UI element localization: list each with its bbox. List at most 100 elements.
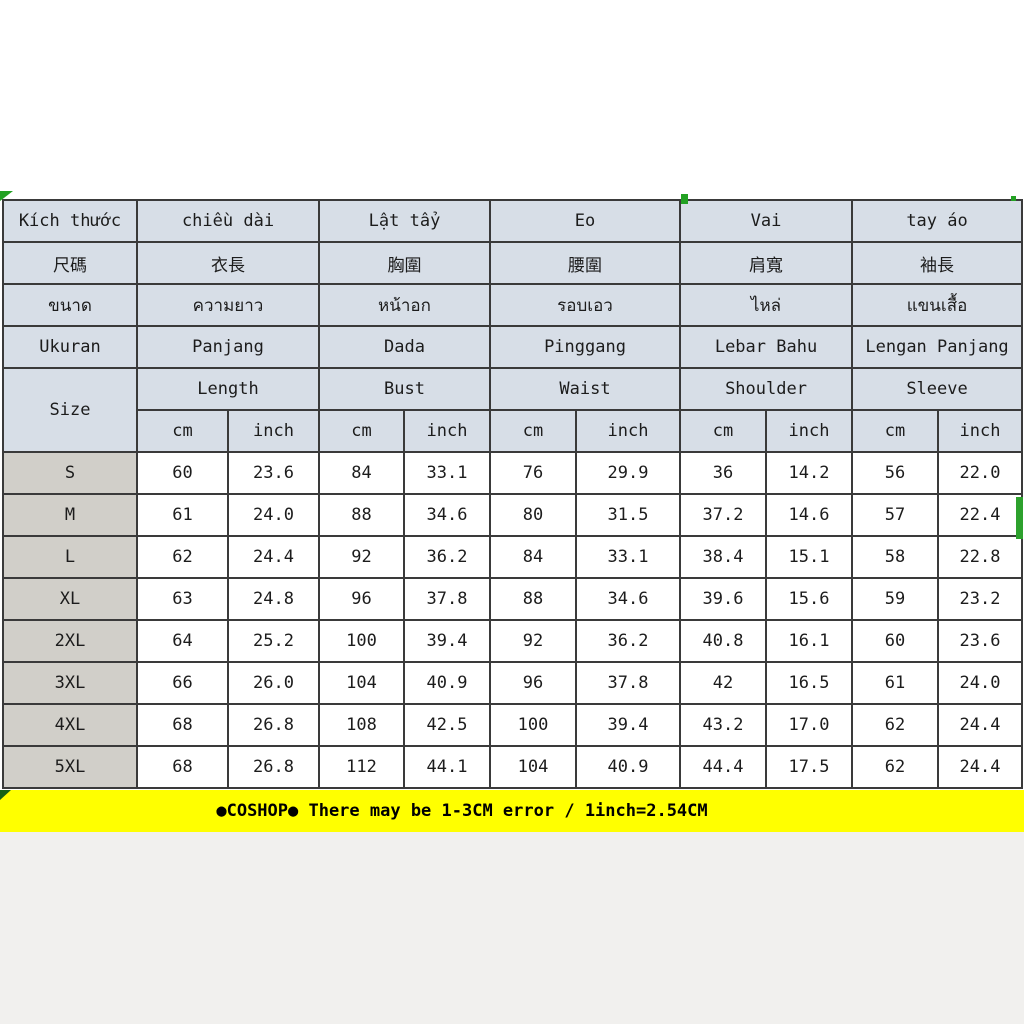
value-cell: 23.6 bbox=[937, 619, 1024, 663]
header-cell: Lengan Panjang bbox=[851, 325, 1024, 369]
value-cell: 40.9 bbox=[574, 745, 682, 789]
header-cell: 袖長 bbox=[851, 241, 1024, 285]
value-cell: 37.8 bbox=[403, 577, 491, 621]
value-cell: 14.6 bbox=[765, 493, 854, 537]
value-cell: 68 bbox=[136, 703, 229, 747]
value-cell: 34.6 bbox=[574, 577, 682, 621]
value-cell: 25.2 bbox=[227, 619, 320, 663]
value-cell: 39.6 bbox=[679, 577, 768, 621]
table-row: 4XL 68 26.8 108 42.5 100 39.4 43.2 17.0 62 24.4 bbox=[2, 703, 1024, 747]
header-row-indonesian: Ukuran Panjang Dada Pinggang Lebar Bahu … bbox=[2, 325, 1024, 369]
value-cell: 92 bbox=[489, 619, 577, 663]
value-cell: 39.4 bbox=[574, 703, 682, 747]
value-cell: 37.2 bbox=[679, 493, 768, 537]
value-cell: 76 bbox=[489, 451, 577, 495]
value-cell: 40.9 bbox=[403, 661, 491, 705]
unit-cell: inch bbox=[227, 409, 320, 453]
value-cell: 23.2 bbox=[937, 577, 1024, 621]
header-cell: ความยาว bbox=[136, 283, 320, 327]
value-cell: 38.4 bbox=[679, 535, 768, 579]
value-cell: 59 bbox=[851, 577, 940, 621]
value-cell: 16.5 bbox=[765, 661, 854, 705]
table-row: 3XL 66 26.0 104 40.9 96 37.8 42 16.5 61 24.0 bbox=[2, 661, 1024, 705]
value-cell: 24.4 bbox=[937, 703, 1024, 747]
table-row: L 62 24.4 92 36.2 84 33.1 38.4 15.1 58 22.8 bbox=[2, 535, 1024, 579]
value-cell: 96 bbox=[489, 661, 577, 705]
header-cell: 腰圍 bbox=[488, 241, 682, 285]
unit-cell: cm bbox=[318, 409, 405, 453]
header-row-thai: ขนาด ความยาว หน้าอก รอบเอว ไหล่ แขนเสื้อ bbox=[2, 283, 1024, 327]
value-cell: 88 bbox=[489, 577, 577, 621]
header-cell: 胸圍 bbox=[318, 241, 491, 285]
header-cell: Kích thước bbox=[2, 199, 138, 243]
header-cell: 尺碼 bbox=[2, 241, 138, 285]
size-cell: S bbox=[2, 451, 138, 495]
size-cell: XL bbox=[2, 577, 138, 621]
value-cell: 24.0 bbox=[227, 493, 320, 537]
size-cell: 4XL bbox=[2, 703, 138, 747]
value-cell: 61 bbox=[851, 661, 940, 705]
value-cell: 104 bbox=[489, 745, 577, 789]
size-table-body: S 60 23.6 84 33.1 76 29.9 36 14.2 56 22.0 M 61 24.0 88… bbox=[2, 451, 1024, 789]
green-top-right-marker-icon bbox=[1011, 196, 1016, 201]
value-cell: 64 bbox=[136, 619, 229, 663]
value-cell: 44.1 bbox=[403, 745, 491, 789]
value-cell: 100 bbox=[318, 619, 405, 663]
header-cell: Waist bbox=[488, 367, 682, 411]
value-cell: 60 bbox=[136, 451, 229, 495]
value-cell: 22.8 bbox=[937, 535, 1024, 579]
value-cell: 26.8 bbox=[227, 703, 320, 747]
value-cell: 24.4 bbox=[937, 745, 1024, 789]
value-cell: 23.6 bbox=[227, 451, 320, 495]
unit-cell: cm bbox=[851, 409, 940, 453]
header-cell: Vai bbox=[679, 199, 854, 243]
table-row: M 61 24.0 88 34.6 80 31.5 37.2 14.6 57 22.4 bbox=[2, 493, 1024, 537]
value-cell: 33.1 bbox=[403, 451, 491, 495]
table-row: XL 63 24.8 96 37.8 88 34.6 39.6 15.6 59 23.2 bbox=[2, 577, 1024, 621]
header-cell: แขนเสื้อ bbox=[851, 283, 1024, 327]
footer-note: ●COSHOP● There may be 1-3CM error / 1inc… bbox=[216, 801, 708, 821]
unit-row: cm inch cm inch cm inch cm inch cm inch bbox=[3, 409, 1024, 453]
bottom-background bbox=[0, 832, 1024, 1024]
value-cell: 57 bbox=[851, 493, 940, 537]
value-cell: 34.6 bbox=[403, 493, 491, 537]
size-header-cell: Size bbox=[2, 367, 138, 453]
table-row: S 60 23.6 84 33.1 76 29.9 36 14.2 56 22.0 bbox=[2, 451, 1024, 495]
header-cell: 肩寬 bbox=[679, 241, 854, 285]
value-cell: 62 bbox=[136, 535, 229, 579]
value-cell: 24.0 bbox=[937, 661, 1024, 705]
unit-cell: inch bbox=[574, 409, 682, 453]
table-row: 2XL 64 25.2 100 39.4 92 36.2 40.8 16.1 60 23.6 bbox=[2, 619, 1024, 663]
value-cell: 104 bbox=[318, 661, 405, 705]
header-row-english: Size Length Bust Waist Shoulder Sleeve bbox=[2, 367, 1024, 453]
value-cell: 112 bbox=[318, 745, 405, 789]
unit-cell: inch bbox=[403, 409, 491, 453]
value-cell: 61 bbox=[136, 493, 229, 537]
value-cell: 44.4 bbox=[679, 745, 768, 789]
value-cell: 92 bbox=[318, 535, 405, 579]
table-row: 5XL 68 26.8 112 44.1 104 40.9 44.4 17.5 62 24.4 bbox=[2, 745, 1024, 789]
header-row-vietnamese: Kích thước chiều dài Lật tẩy Eo Vai tay … bbox=[2, 199, 1024, 243]
value-cell: 62 bbox=[851, 745, 940, 789]
header-cell: Dada bbox=[318, 325, 491, 369]
value-cell: 29.9 bbox=[574, 451, 682, 495]
size-chart-table: Kích thước chiều dài Lật tẩy Eo Vai tay … bbox=[2, 199, 1024, 789]
green-row-highlight-bar bbox=[1016, 497, 1023, 539]
unit-cell: cm bbox=[679, 409, 768, 453]
value-cell: 58 bbox=[851, 535, 940, 579]
header-cell: Lebar Bahu bbox=[679, 325, 854, 369]
size-cell: M bbox=[2, 493, 138, 537]
value-cell: 80 bbox=[489, 493, 577, 537]
value-cell: 56 bbox=[851, 451, 940, 495]
value-cell: 16.1 bbox=[765, 619, 854, 663]
unit-cell: inch bbox=[765, 409, 854, 453]
value-cell: 42.5 bbox=[403, 703, 491, 747]
value-cell: 60 bbox=[851, 619, 940, 663]
value-cell: 108 bbox=[318, 703, 405, 747]
value-cell: 68 bbox=[136, 745, 229, 789]
header-cell: 衣長 bbox=[136, 241, 320, 285]
value-cell: 40.8 bbox=[679, 619, 768, 663]
value-cell: 100 bbox=[489, 703, 577, 747]
value-cell: 17.0 bbox=[765, 703, 854, 747]
